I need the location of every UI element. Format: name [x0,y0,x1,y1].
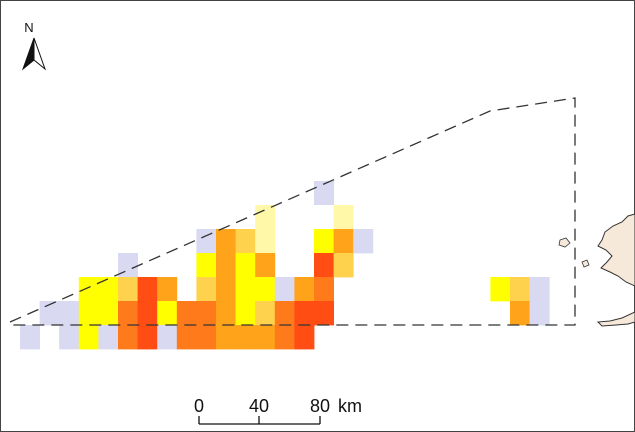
grid-cell-red-orange [137,277,158,302]
grid-cell-lavender [39,301,60,326]
grid-cell-gold [510,277,530,302]
grid-cell-yellow [78,325,99,350]
north-arrow-icon [33,37,47,71]
grid-cell-yellow [78,301,99,326]
grid-cell-yellow [98,301,119,326]
grid-cell-lavender [98,325,119,350]
grid-cell-red-orange [294,325,315,350]
scale-tick-0: 0 [194,396,204,416]
grid-cell-dark-orange [196,301,217,326]
north-arrow-icon [21,37,35,71]
grid-cell-orange [216,253,236,278]
scale-bar: 0 40 80 km [194,396,362,425]
grid-cell-lavender [118,253,138,278]
grid-cell-orange [216,325,236,350]
scale-tick-80: 80 [310,396,330,416]
grid-cell-dark-orange [176,301,197,326]
grid-cell-yellow [235,253,256,278]
grid-cell-dark-orange [274,325,295,350]
grid-cell-lavender [274,277,295,302]
grid-cell-dark-orange [118,301,138,326]
grid-cell-lavender [59,301,80,326]
grid-cell-yellow [235,277,256,302]
grid-cell-yellow [157,301,178,326]
grid-cell-orange [157,277,178,302]
grid-cell-red-orange [314,301,334,326]
grid-cell-yellow [78,277,99,302]
grid-cell-dark-orange [118,325,138,350]
grid-cell-lavender [529,301,550,326]
grid-cell-lavender [59,325,80,350]
grid-cell-pale-yellow [255,229,276,254]
grid-cell-pale-yellow [255,205,276,230]
grid-cell-yellow [196,253,217,278]
grid-cell-gold [196,277,217,302]
grid-cell-dark-orange [196,325,217,350]
grid-cell-orange [294,277,315,302]
grid-cells [20,181,550,350]
grid-cell-lavender [157,325,178,350]
north-arrow: N [21,20,47,71]
grid-cell-yellow [255,277,276,302]
scale-tick-40: 40 [249,396,269,416]
grid-cell-pale-yellow [333,205,354,230]
scale-unit: km [338,396,362,416]
grid-cell-orange [255,253,276,278]
grid-cell-red-orange [314,253,334,278]
coastline-lower [596,311,635,327]
grid-cell-gold [235,229,256,254]
grid-cell-lavender [529,277,550,302]
grid-cell-orange [235,325,256,350]
north-label: N [24,20,33,35]
grid-cell-white [314,205,334,230]
grid-cell-yellow [98,277,119,302]
grid-cell-orange [333,229,354,254]
grid-cell-lavender [314,181,334,206]
island-outline [581,259,590,268]
grid-cell-orange [216,301,236,326]
grid-cell-orange [216,277,236,302]
grid-cell-yellow [235,301,256,326]
grid-cell-yellow [490,277,511,302]
grid-cell-yellow [314,229,334,254]
grid-cell-gold [118,277,138,302]
grid-cell-orange [510,301,530,326]
grid-cell-orange [216,229,236,254]
grid-cell-gold [255,301,276,326]
grid-cell-orange [255,325,276,350]
grid-cell-red-orange [137,301,158,326]
grid-cell-dark-orange [274,301,295,326]
grid-cell-dark-orange [176,325,197,350]
coastline [597,213,635,287]
grid-cell-red-orange [294,301,315,326]
grid-cell-dark-orange [314,277,334,302]
grid-cell-gold [333,253,354,278]
island-outline [558,237,571,248]
study-area-boundary [9,97,576,326]
grid-cell-lavender [20,325,40,350]
grid-cell-red-orange [137,325,158,350]
grid-cell-lavender [353,229,374,254]
grid-cell-lavender [196,229,217,254]
